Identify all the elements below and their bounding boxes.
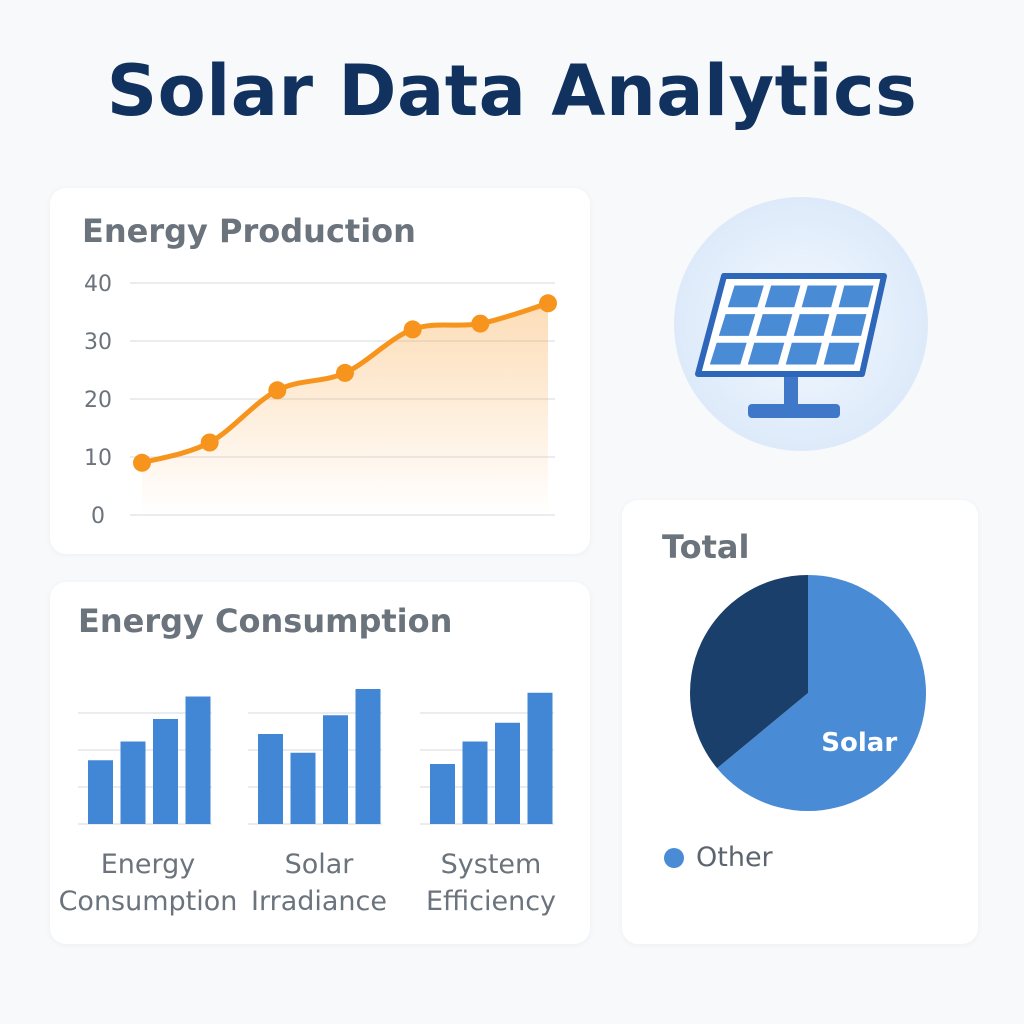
panel-cell-1-2 [793, 314, 830, 336]
pie-legend: Other [664, 842, 773, 873]
production-point-1 [133, 453, 151, 472]
panel-cell-1-0 [718, 314, 756, 336]
production-area [142, 303, 548, 515]
legend-label-other: Other [696, 842, 773, 873]
group-label-system-efficiency: System Efficiency [425, 849, 557, 917]
panel-cell-0-3 [838, 285, 874, 308]
bar-3-1 [430, 764, 455, 824]
bar-1-2 [120, 741, 146, 824]
energy-consumption-card: Energy Consumption Energy Consumption So… [50, 582, 590, 944]
bar-2-2 [290, 752, 316, 824]
panel-cell-0-2 [801, 285, 837, 308]
total-pie-chart: Solar [690, 575, 926, 811]
bar-3-2 [462, 741, 488, 824]
bar-2-4 [355, 689, 381, 824]
panel-cell-1-1 [756, 314, 793, 336]
panel-cell-0-1 [764, 285, 801, 308]
energy-production-title: Energy Production [82, 212, 416, 250]
y-tick-label-30: 30 [84, 330, 112, 355]
bar-1-1 [88, 760, 113, 824]
panel-cell-1-3 [831, 314, 867, 336]
legend-dot-other [664, 847, 684, 868]
production-point-3 [268, 381, 287, 400]
solar-panel-icon [672, 196, 930, 452]
production-point-6 [471, 314, 490, 333]
production-point-2 [200, 433, 219, 452]
energy-consumption-title: Energy Consumption [78, 602, 453, 640]
production-point-7 [539, 294, 557, 313]
y-tick-label-0: 0 [91, 504, 105, 529]
panel-cell-2-1 [747, 342, 785, 365]
pie-slice-solar [717, 575, 926, 811]
bar-2-1 [258, 734, 283, 824]
y-tick-label-20: 20 [84, 388, 112, 413]
pie-label-solar: Solar [821, 728, 897, 758]
energy-consumption-chart [78, 689, 554, 825]
bar-2-3 [323, 715, 348, 824]
bar-1-4 [185, 696, 211, 824]
production-point-4 [336, 363, 354, 382]
y-tick-label-10: 10 [84, 446, 112, 471]
group-label-energy-consumption: Energy Consumption [58, 849, 238, 917]
panel-cell-2-2 [785, 342, 822, 365]
panel-cell-0-0 [727, 285, 764, 308]
panel-cell-2-0 [709, 342, 747, 365]
production-point-5 [403, 320, 422, 339]
bar-3-3 [495, 722, 520, 824]
energy-production-chart: 0 10 20 30 40 [84, 272, 557, 529]
total-card: Total Solar Other [622, 500, 978, 944]
y-tick-label-40: 40 [84, 272, 112, 297]
page-title: Solar Data Analytics [106, 50, 918, 132]
panel-cell-2-3 [823, 342, 860, 365]
bar-1-3 [153, 719, 178, 824]
total-title: Total [662, 528, 750, 566]
pie-slice-other [690, 575, 808, 769]
group-label-solar-irradiance: Solar Irradiance [251, 849, 387, 917]
energy-production-card: Energy Production 0 10 20 30 40 [50, 188, 590, 554]
bar-3-4 [527, 692, 553, 824]
